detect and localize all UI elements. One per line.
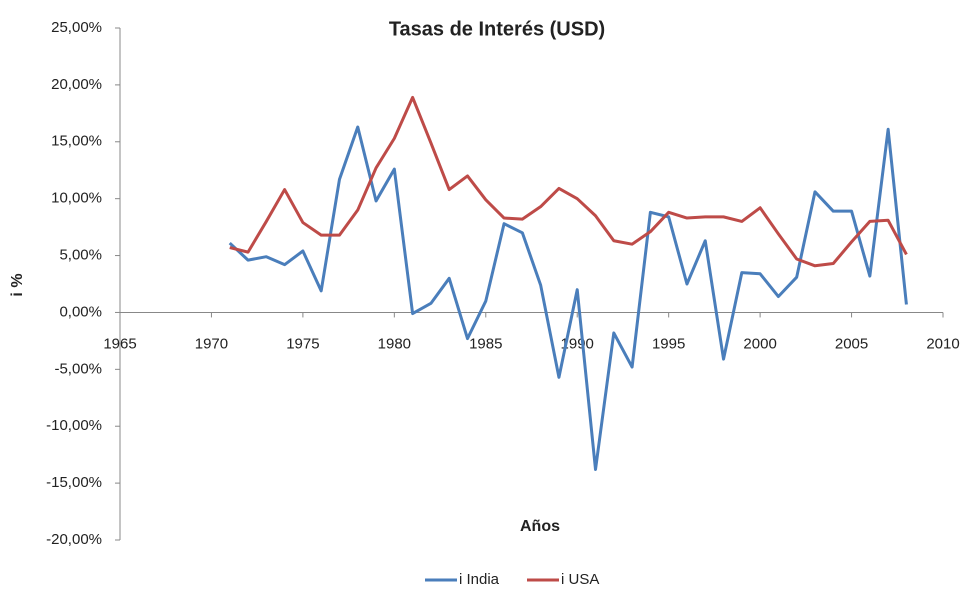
legend-label: i India [459, 571, 500, 588]
y-tick-label: -5,00% [54, 360, 102, 377]
y-tick-label: 25,00% [51, 19, 102, 36]
y-tick-label: -15,00% [46, 474, 102, 491]
x-tick-label: 2005 [835, 335, 868, 352]
x-tick-label: 1985 [469, 335, 502, 352]
y-tick-label: 0,00% [59, 303, 102, 320]
x-tick-label: 1995 [652, 335, 685, 352]
x-tick-label: 1970 [195, 335, 228, 352]
y-tick-label: -20,00% [46, 531, 102, 548]
line-series [229, 95, 908, 268]
x-axis-label: Años [520, 518, 560, 535]
y-tick-label: 15,00% [51, 133, 102, 150]
y-tick-label: 5,00% [59, 247, 102, 264]
x-tick-label: 1980 [378, 335, 411, 352]
line-series [228, 125, 908, 471]
y-axis-label: i % [9, 273, 26, 296]
y-tick-label: 20,00% [51, 76, 102, 93]
y-tick-label: -10,00% [46, 417, 102, 434]
x-tick-label: 1975 [286, 335, 319, 352]
x-tick-label: 1990 [561, 335, 594, 352]
legend-label: i USA [561, 571, 599, 588]
x-tick-label: 1965 [103, 335, 136, 352]
x-tick-label: 2000 [743, 335, 776, 352]
y-tick-label: 10,00% [51, 190, 102, 207]
chart-title: Tasas de Interés (USD) [389, 18, 605, 40]
x-tick-label: 2010 [926, 335, 959, 352]
